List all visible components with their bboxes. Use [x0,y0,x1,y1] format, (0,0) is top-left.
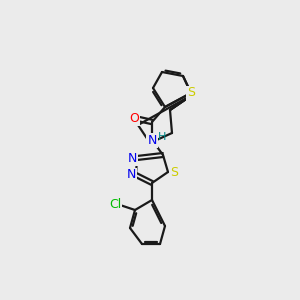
Text: O: O [129,112,139,124]
Text: N: N [127,152,137,164]
Text: N: N [126,169,136,182]
Text: Cl: Cl [109,197,121,211]
Text: H: H [158,132,166,142]
Text: S: S [187,86,195,100]
Text: N: N [147,134,157,146]
Text: S: S [170,166,178,178]
